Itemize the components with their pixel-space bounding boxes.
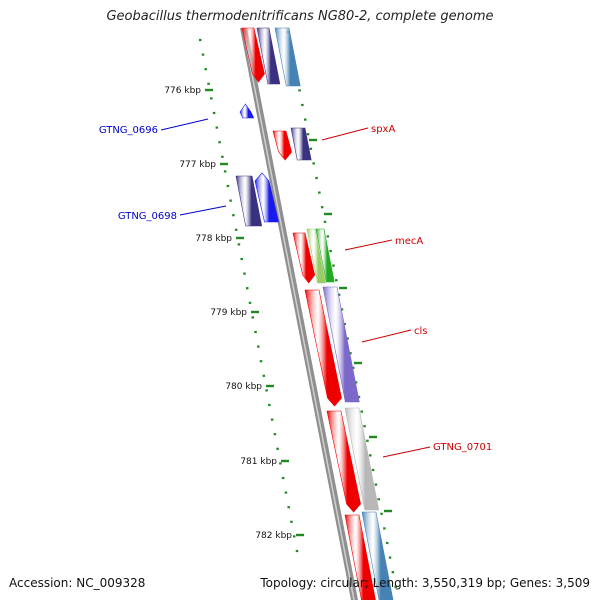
gene-arrow	[326, 410, 361, 513]
gene-arrow	[256, 27, 281, 85]
genome-backbone	[240, 27, 358, 601]
gene-arrow	[290, 127, 312, 161]
scale-tick-label: 781 kbp	[240, 457, 277, 467]
label-leader-line	[179, 205, 227, 216]
gene-arrow	[235, 175, 263, 227]
gene-features	[235, 27, 394, 601]
label-leaders	[160, 118, 431, 458]
gene-arrow-spxa	[272, 130, 292, 161]
genome-title: Geobacillus thermodenitrificans NG80-2, …	[106, 9, 494, 24]
gene-arrow-gtng-0701	[344, 407, 380, 511]
major-ticks: 776 kbp 777 kbp 778 kbp 779 kbp 780 kbp 781 k…	[164, 86, 392, 541]
gene-label: GTNG_0696	[99, 125, 158, 136]
gene-label: GTNG_0698	[118, 211, 177, 222]
gene-arrow-meca	[306, 228, 326, 284]
gene-arrow	[315, 228, 335, 283]
label-leader-line	[344, 239, 393, 251]
gene-label: spxA	[371, 124, 395, 135]
scale-tick-label: 776 kbp	[164, 86, 201, 96]
gene-arrow	[304, 289, 342, 407]
label-leader-line	[321, 127, 369, 141]
gene-arrow	[274, 27, 301, 87]
backbone-highlight	[242, 27, 355, 601]
gene-labels: spxA mecA cls GTNG_0701 GTNG_0696 GTNG_0698	[99, 124, 492, 453]
scale-tick-label: 778 kbp	[195, 234, 232, 244]
scale-tick-label: 780 kbp	[225, 382, 262, 392]
label-leader-line	[382, 446, 431, 458]
accession-text: Accession: NC_009328	[9, 576, 146, 590]
gene-arrow-cls	[322, 286, 360, 403]
gene-arrow	[241, 27, 265, 83]
scale-tick-label: 779 kbp	[210, 308, 247, 318]
scale-tick-label: 777 kbp	[179, 160, 216, 170]
gene-label: cls	[414, 326, 428, 337]
gene-label: mecA	[395, 236, 423, 247]
topology-text: Topology: circular; Length: 3,550,319 bp…	[260, 576, 590, 590]
scale-tick-label: 782 kbp	[255, 531, 292, 541]
gene-arrow	[292, 232, 316, 284]
label-leader-line	[160, 118, 209, 131]
gene-label: GTNG_0701	[433, 442, 492, 453]
label-leader-line	[361, 329, 412, 343]
gene-arrow-gtng-0698	[254, 172, 279, 223]
gene-arrow-gtng-0696	[239, 103, 255, 119]
